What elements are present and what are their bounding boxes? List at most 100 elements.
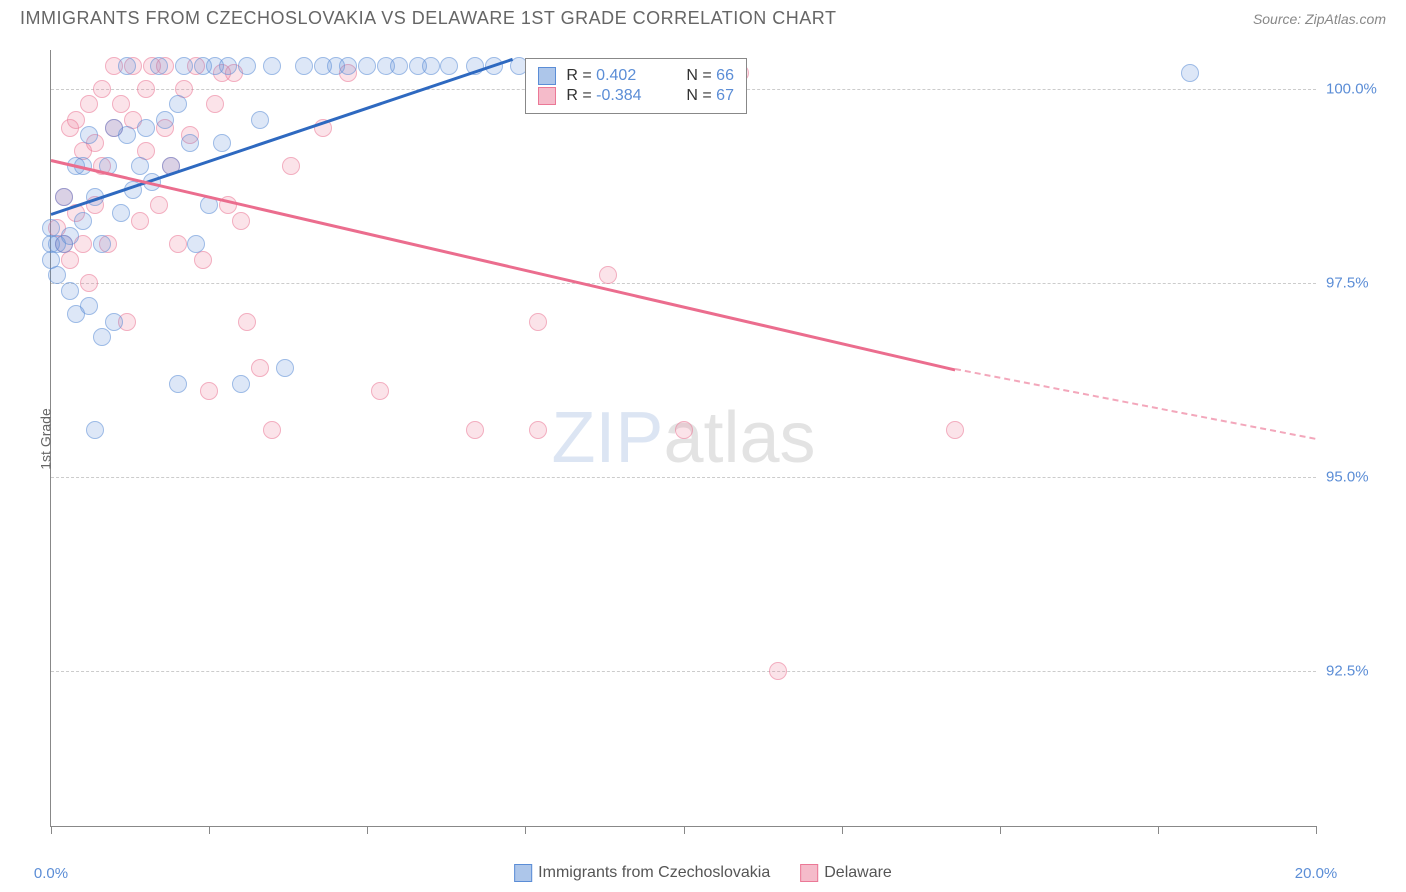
stat-n: N = 67 (686, 87, 734, 105)
scatter-point (137, 80, 155, 98)
scatter-point (131, 212, 149, 230)
legend-swatch (538, 67, 556, 85)
scatter-point (112, 95, 130, 113)
scatter-point (93, 80, 111, 98)
scatter-point (390, 57, 408, 75)
plot-area: ZIPatlas 92.5%95.0%97.5%100.0%0.0%20.0%R… (50, 50, 1316, 827)
scatter-point (213, 134, 231, 152)
bottom-legend: Immigrants from Czechoslovakia Delaware (514, 864, 892, 882)
source-label: Source: ZipAtlas.com (1253, 11, 1386, 27)
scatter-point (86, 421, 104, 439)
scatter-point (251, 111, 269, 129)
legend-label-blue: Immigrants from Czechoslovakia (538, 864, 770, 881)
scatter-point (206, 95, 224, 113)
stats-legend: R = 0.402 N = 66 R = -0.384 N = 67 (525, 58, 747, 114)
scatter-point (80, 274, 98, 292)
scatter-point (112, 204, 130, 222)
scatter-point (67, 111, 85, 129)
y-tick-label: 92.5% (1326, 662, 1386, 679)
x-tick (1316, 826, 1317, 834)
scatter-point (137, 119, 155, 137)
scatter-point (232, 212, 250, 230)
x-tick (525, 826, 526, 834)
gridline (51, 671, 1316, 672)
scatter-point (440, 57, 458, 75)
scatter-point (529, 421, 547, 439)
scatter-point (200, 382, 218, 400)
y-axis-label: 1st Grade (38, 408, 54, 469)
chart-title: IMMIGRANTS FROM CZECHOSLOVAKIA VS DELAWA… (20, 8, 836, 29)
x-tick (1000, 826, 1001, 834)
gridline (51, 283, 1316, 284)
scatter-point (175, 57, 193, 75)
scatter-point (529, 313, 547, 331)
scatter-point (156, 111, 174, 129)
scatter-point (169, 235, 187, 253)
stats-legend-row: R = -0.384 N = 67 (538, 87, 734, 105)
stat-n: N = 66 (686, 67, 734, 85)
scatter-point (358, 57, 376, 75)
stat-r: R = 0.402 (566, 67, 676, 85)
scatter-point (599, 266, 617, 284)
scatter-point (118, 126, 136, 144)
scatter-point (946, 421, 964, 439)
scatter-point (295, 57, 313, 75)
stat-r: R = -0.384 (566, 87, 676, 105)
trend-line (51, 159, 956, 371)
scatter-point (150, 196, 168, 214)
scatter-point (187, 235, 205, 253)
gridline (51, 477, 1316, 478)
scatter-point (93, 328, 111, 346)
y-tick-label: 97.5% (1326, 274, 1386, 291)
scatter-point (105, 313, 123, 331)
scatter-point (169, 95, 187, 113)
x-tick (684, 826, 685, 834)
y-tick-label: 100.0% (1326, 80, 1386, 97)
scatter-point (371, 382, 389, 400)
scatter-point (466, 421, 484, 439)
legend-swatch (538, 87, 556, 105)
scatter-point (675, 421, 693, 439)
scatter-point (263, 421, 281, 439)
scatter-point (1181, 64, 1199, 82)
scatter-point (61, 227, 79, 245)
scatter-point (422, 57, 440, 75)
scatter-point (276, 359, 294, 377)
scatter-point (61, 282, 79, 300)
legend-label-pink: Delaware (824, 864, 892, 881)
x-tick (209, 826, 210, 834)
x-tick (51, 826, 52, 834)
scatter-point (169, 375, 187, 393)
chart-header: IMMIGRANTS FROM CZECHOSLOVAKIA VS DELAWA… (0, 0, 1406, 33)
scatter-point (80, 126, 98, 144)
x-tick (367, 826, 368, 834)
x-tick (1158, 826, 1159, 834)
scatter-point (339, 57, 357, 75)
scatter-point (80, 297, 98, 315)
scatter-point (48, 266, 66, 284)
scatter-point (80, 95, 98, 113)
scatter-point (131, 157, 149, 175)
scatter-point (282, 157, 300, 175)
trend-line (955, 368, 1316, 440)
scatter-point (232, 375, 250, 393)
scatter-point (181, 134, 199, 152)
stats-legend-row: R = 0.402 N = 66 (538, 67, 734, 85)
scatter-point (74, 212, 92, 230)
scatter-point (61, 251, 79, 269)
scatter-point (219, 57, 237, 75)
scatter-point (238, 57, 256, 75)
legend-swatch-blue (514, 864, 532, 882)
scatter-point (769, 662, 787, 680)
x-tick (842, 826, 843, 834)
y-tick-label: 95.0% (1326, 468, 1386, 485)
x-tick-label: 20.0% (1295, 865, 1338, 882)
legend-item-blue: Immigrants from Czechoslovakia (514, 864, 770, 882)
scatter-point (93, 235, 111, 253)
scatter-point (194, 251, 212, 269)
scatter-point (55, 188, 73, 206)
legend-swatch-pink (800, 864, 818, 882)
legend-item-pink: Delaware (800, 864, 892, 882)
scatter-point (150, 57, 168, 75)
scatter-point (238, 313, 256, 331)
